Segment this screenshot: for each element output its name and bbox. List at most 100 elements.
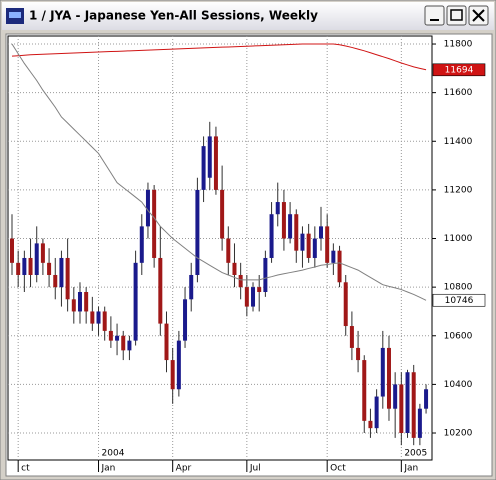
candle-body [312, 238, 317, 258]
candle-body [374, 396, 379, 429]
candle-body [96, 311, 101, 324]
candle-body [306, 233, 311, 258]
candle-body [176, 340, 181, 390]
candle-body [34, 243, 39, 275]
chart: 10200 10400 10600 10800 11000 11200 11400 11600… [8, 36, 486, 474]
candle-body [399, 384, 404, 434]
x-tick-label: Oct [330, 464, 346, 474]
y-tick-label: 10800 [444, 283, 473, 293]
candle-body [158, 257, 163, 324]
candle-body [213, 136, 218, 190]
x-tick-label: Jan [403, 464, 418, 474]
app-icon-detail [9, 12, 21, 18]
plot-area [7, 35, 433, 461]
x-tick-label: Apr [176, 464, 192, 474]
last-value-label: 10746 [445, 296, 474, 306]
candle-body [405, 372, 410, 434]
candle-body [386, 347, 391, 409]
candle-body [337, 250, 342, 283]
candle-body [238, 274, 243, 288]
last-value-label: 11694 [445, 65, 474, 75]
candle-body [152, 189, 157, 258]
candle-body [84, 292, 89, 312]
x-tick-label: Jul [249, 464, 261, 474]
candle-body [300, 233, 305, 251]
candle-body [349, 326, 354, 348]
candle-body [22, 257, 27, 275]
candle-body [170, 360, 175, 390]
y-tick-label: 11200 [444, 185, 473, 195]
candle-body [269, 214, 274, 258]
x-tick-label: Jan [101, 464, 116, 474]
candle-body [16, 262, 21, 275]
candle-body [294, 214, 299, 251]
x-tick-label: ct [21, 464, 30, 474]
candle-body [183, 299, 188, 341]
candle-body [189, 274, 194, 300]
candle-body [226, 238, 231, 263]
candle-body [47, 262, 52, 275]
candle-body [145, 189, 150, 227]
candle-body [325, 226, 330, 263]
last-value-box [432, 293, 486, 307]
candle-body [133, 262, 138, 341]
y-tick-label: 11000 [444, 234, 473, 244]
candle-body [343, 282, 348, 327]
candle-body [102, 311, 107, 331]
candle-body [108, 330, 113, 341]
candle-body [90, 311, 95, 324]
candle-body [368, 420, 373, 429]
candle-body [275, 202, 280, 215]
candle-body [288, 214, 293, 239]
candle-body [127, 340, 132, 351]
moving-average-line [11, 43, 427, 301]
candle-body [319, 226, 323, 239]
moving-average-line [11, 43, 427, 71]
candle-body [207, 136, 212, 178]
y-tick-label: 11600 [444, 88, 473, 98]
candle-body [220, 189, 225, 239]
y-tick-label: 11800 [444, 40, 473, 50]
candle-body [121, 335, 126, 351]
candle-body [40, 243, 45, 263]
candle-body [28, 257, 33, 275]
candle-body [263, 257, 268, 293]
y-tick-label: 11400 [444, 137, 473, 147]
candle-body [115, 335, 120, 341]
candle-body [411, 372, 416, 438]
window-title: 1 / JYA - Japanese Yen-All Sessions, Wee… [29, 9, 318, 23]
candle-body [251, 287, 256, 307]
last-value-box [432, 63, 486, 77]
title-bar [2, 2, 494, 30]
candle-body [257, 287, 262, 293]
candle-body [331, 250, 336, 263]
minimize-button[interactable] [424, 5, 445, 26]
candle-body [244, 287, 249, 307]
candle-body [362, 360, 367, 421]
candle-body [71, 299, 76, 312]
candle-body [281, 202, 286, 239]
candle-body [380, 347, 385, 397]
y-tick-label: 10600 [444, 331, 473, 341]
y-tick-label: 10400 [444, 380, 473, 390]
year-label: 2004 [102, 449, 125, 459]
candle-body [393, 384, 398, 409]
candle-body [424, 389, 429, 409]
candle-body [232, 262, 237, 275]
candle-body [59, 257, 64, 288]
y-tick-label: 10200 [444, 429, 473, 439]
candle-body [201, 146, 206, 190]
candle-body [53, 274, 58, 288]
candle-body [139, 226, 144, 263]
candle-body [77, 292, 82, 312]
close-button[interactable] [468, 5, 489, 26]
candle-body [356, 347, 361, 361]
year-label: 2005 [404, 449, 427, 459]
candle-body [65, 257, 70, 300]
maximize-button[interactable] [446, 5, 467, 26]
candle-body [417, 408, 422, 438]
candle-body [164, 323, 169, 361]
candle-body [195, 189, 200, 275]
